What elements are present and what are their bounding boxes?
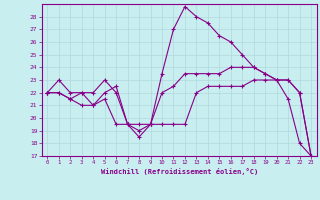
X-axis label: Windchill (Refroidissement éolien,°C): Windchill (Refroidissement éolien,°C) — [100, 168, 258, 175]
